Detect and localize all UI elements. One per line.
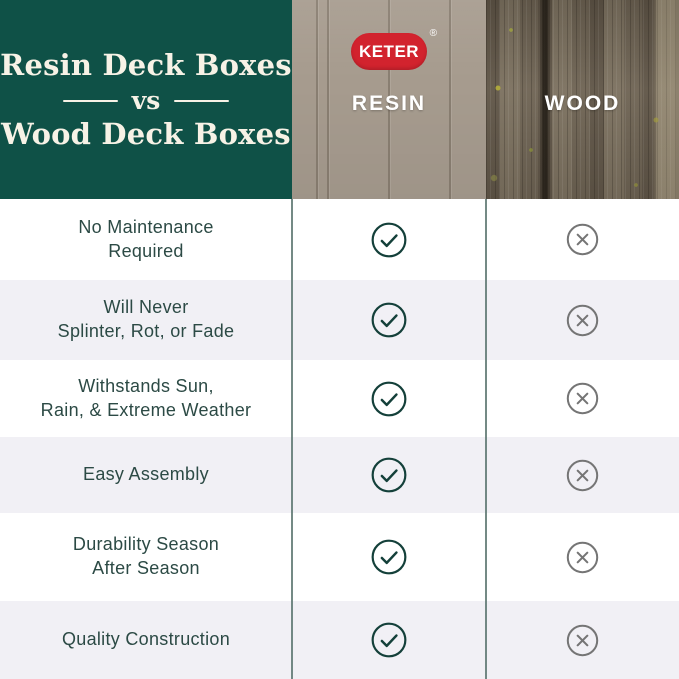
resin-value-cell: [292, 601, 486, 679]
wood-value-cell: [486, 437, 679, 513]
resin-value-cell: [292, 360, 486, 437]
column-divider-left: [291, 199, 293, 679]
vs-dash-left: [62, 99, 118, 102]
resin-value-cell: [292, 280, 486, 360]
feature-label: Will Never Splinter, Rot, or Fade: [57, 297, 235, 341]
resin-texture-panel: KETER ® RESIN: [292, 0, 486, 199]
keter-logo-text: KETER: [358, 41, 420, 61]
check-icon: [371, 222, 407, 257]
wood-value-cell: [486, 601, 679, 679]
x-icon: [566, 459, 599, 491]
wood-texture-panel: WOOD: [486, 0, 679, 199]
feature-label: Easy Assembly: [83, 464, 209, 485]
table-row: Will Never Splinter, Rot, or Fade: [0, 280, 679, 360]
resin-column-label: RESIN: [351, 92, 427, 115]
feature-label: Quality Construction: [61, 629, 231, 650]
keter-logo: KETER ®: [351, 29, 437, 70]
registered-trademark-icon: ®: [429, 28, 437, 39]
column-divider-right: [485, 199, 487, 679]
vs-dash-right: [174, 99, 230, 102]
table-row: No Maintenance Required: [0, 199, 679, 280]
table-row: Quality Construction: [0, 601, 679, 679]
check-icon: [371, 457, 407, 493]
resin-value-cell: [292, 199, 486, 280]
comparison-table: No Maintenance Required Will Never Splin…: [0, 199, 679, 679]
wood-value-cell: [486, 513, 679, 601]
table-row: Withstands Sun, Rain, & Extreme Weather: [0, 360, 679, 437]
wood-value-cell: [486, 280, 679, 360]
x-icon: [566, 541, 599, 573]
table-row: Easy Assembly: [0, 437, 679, 513]
table-row: Durability Season After Season: [0, 513, 679, 601]
vs-label: vs: [131, 86, 161, 115]
x-icon: [566, 304, 599, 336]
wood-value-cell: [486, 360, 679, 437]
title-line-1: Resin Deck Boxes: [0, 47, 292, 82]
feature-label: No Maintenance Required: [78, 216, 214, 261]
check-icon: [371, 302, 407, 338]
x-icon: [566, 624, 599, 656]
feature-label: Durability Season After Season: [72, 534, 220, 578]
x-icon: [566, 382, 599, 415]
check-icon: [371, 622, 407, 658]
vs-row: vs: [62, 86, 230, 115]
resin-value-cell: [292, 437, 486, 513]
check-icon: [371, 381, 407, 416]
header: Resin Deck Boxes vs Wood Deck Boxes KETE…: [0, 0, 679, 199]
wood-column-label: WOOD: [544, 92, 621, 115]
wood-value-cell: [486, 199, 679, 280]
x-icon: [566, 223, 599, 256]
resin-value-cell: [292, 513, 486, 601]
feature-label: Withstands Sun, Rain, & Extreme Weather: [40, 375, 252, 420]
title-line-2: Wood Deck Boxes: [1, 117, 291, 151]
title-panel: Resin Deck Boxes vs Wood Deck Boxes: [0, 0, 292, 199]
check-icon: [371, 539, 407, 575]
